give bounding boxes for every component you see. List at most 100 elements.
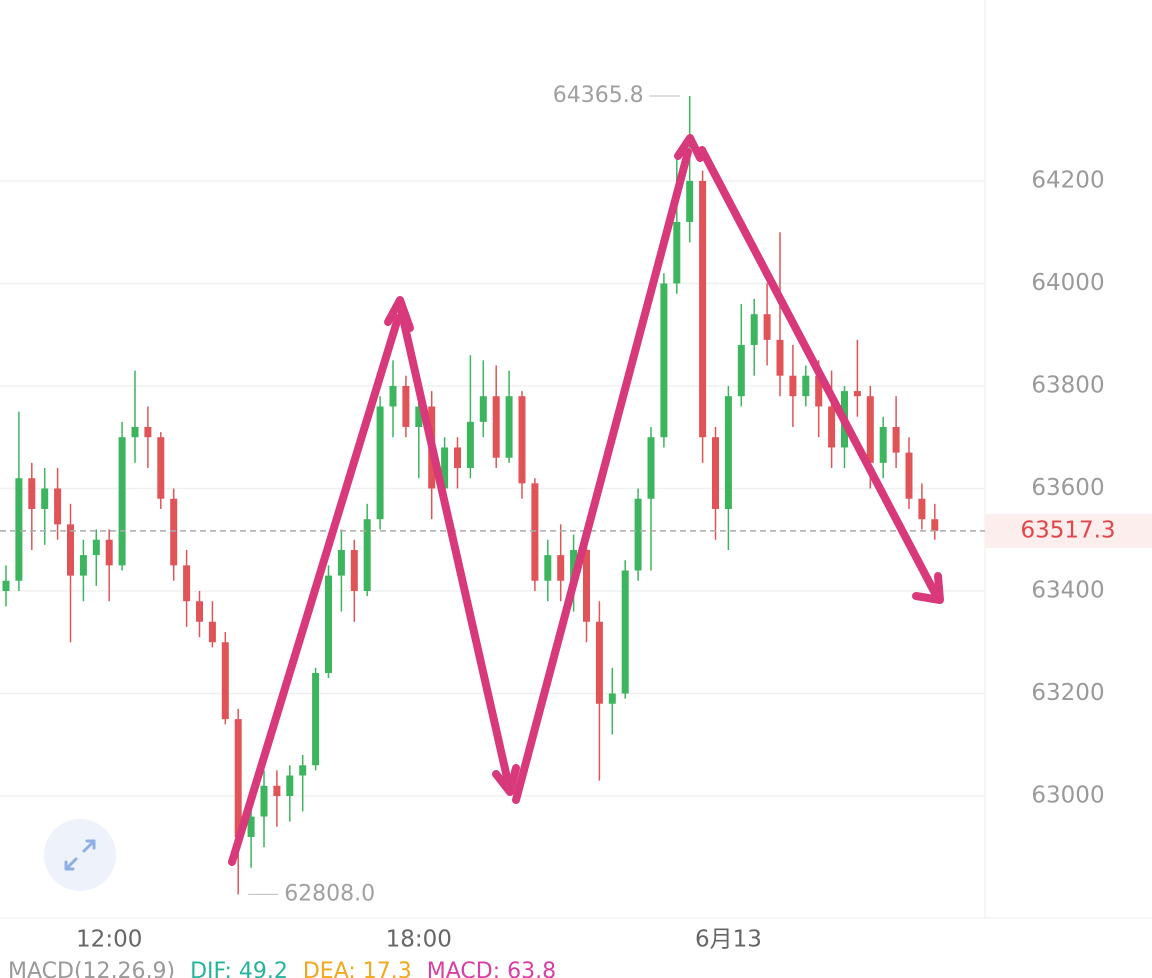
trend-arrows (228, 134, 944, 866)
candle-body (118, 437, 126, 566)
arrow (698, 146, 940, 599)
candle-body (892, 426, 900, 453)
y-tick-label: 63200 (1031, 680, 1104, 706)
candle-body (196, 601, 203, 622)
candle-body (570, 549, 578, 581)
candle-body (54, 488, 62, 525)
expand-button[interactable] (44, 819, 116, 891)
candle-body (802, 375, 810, 397)
candle-body (879, 426, 887, 463)
y-tick-label: 63400 (1031, 577, 1104, 603)
candle-body (15, 478, 23, 581)
candle-body (337, 549, 345, 576)
candle-body (544, 555, 552, 581)
candle-body (866, 396, 874, 463)
candle-body (531, 483, 539, 581)
x-tick-label: 6月13 (695, 927, 762, 953)
candle-body (634, 498, 642, 571)
arrowhead (674, 134, 704, 162)
candle-body (350, 549, 358, 591)
last-price-label: 63517.3 (1020, 517, 1115, 543)
candle-body (389, 385, 397, 407)
arrow (512, 148, 692, 804)
x-tick-label: 18:00 (386, 927, 452, 953)
candle-body (583, 549, 590, 622)
candle-body (260, 785, 268, 817)
candle-body (234, 719, 242, 838)
candle-body (247, 816, 255, 838)
candle-body (918, 498, 926, 520)
candle-body (673, 221, 681, 284)
candle-body (737, 344, 745, 397)
arrowhead (492, 764, 520, 796)
candle-body (363, 519, 371, 591)
y-tick-label: 64200 (1031, 167, 1104, 193)
candle-body (595, 621, 603, 704)
candle-body (208, 621, 216, 643)
candle-body (286, 775, 294, 797)
candle-body (699, 180, 707, 438)
candle-body (905, 452, 913, 499)
arrow (228, 314, 402, 866)
candle-body (105, 539, 113, 566)
candle-body (441, 447, 449, 489)
candle-body (647, 437, 655, 499)
candle-body (853, 391, 861, 397)
candle-body (312, 672, 320, 766)
candle-body (466, 421, 474, 468)
expand-button-bg[interactable] (44, 819, 116, 891)
candle-body (712, 437, 719, 509)
candle-body (608, 693, 616, 704)
candle-body (67, 524, 74, 576)
indicator-line: MACD(12,26,9) DIF: 49.2 DEA: 17.3 MACD: … (8, 959, 556, 978)
candle-body (415, 406, 423, 427)
expand-icon[interactable] (64, 839, 96, 871)
candle-body (776, 339, 784, 376)
candle-body (28, 478, 36, 509)
candle-body (183, 565, 191, 602)
x-tick-label: 12:00 (76, 927, 142, 953)
plot-area: 63000 63200 63400 63600 63800 64000 64200 12:00… (0, 83, 1152, 953)
candle-body (686, 180, 694, 222)
y-tick-label: 64000 (1031, 270, 1104, 296)
candle-body (376, 406, 384, 520)
candle-body (299, 765, 307, 776)
candle-body (92, 539, 100, 556)
indicator-dif: DIF: 49.2 (190, 959, 288, 978)
last-price-box (985, 513, 1152, 548)
candle-body (157, 437, 165, 499)
min-label: 62808.0 (284, 881, 375, 906)
candle-body (492, 396, 500, 458)
candle-body (221, 642, 229, 720)
candle-body (144, 426, 152, 438)
candle-body (763, 314, 771, 340)
y-tick-label: 63000 (1031, 783, 1104, 809)
candle-body (479, 396, 487, 422)
y-tick-label: 63600 (1031, 475, 1104, 501)
candle-body (724, 396, 732, 509)
candle-body (557, 555, 565, 581)
candle-body (273, 785, 281, 797)
candle-body (131, 426, 139, 438)
arrow (396, 301, 512, 786)
candle-body (828, 406, 836, 448)
candle-body (170, 498, 178, 566)
candle-body (815, 375, 823, 407)
candle-body (41, 488, 49, 509)
candle-body (79, 555, 87, 576)
candle-body (325, 575, 332, 673)
indicator-macd: MACD: 63.8 (427, 959, 556, 978)
indicator-name: MACD(12,26,9) (8, 959, 175, 978)
candle-body (2, 580, 10, 591)
arrowhead (912, 572, 944, 604)
candle-body (518, 396, 526, 484)
candle-body (660, 283, 668, 438)
candle-body (505, 396, 513, 458)
candle-body (621, 570, 629, 694)
candle-body (789, 375, 797, 397)
candle-body (931, 519, 939, 531)
candle-body (750, 314, 758, 345)
y-tick-label: 63800 (1031, 372, 1104, 398)
candle-body (402, 385, 410, 427)
